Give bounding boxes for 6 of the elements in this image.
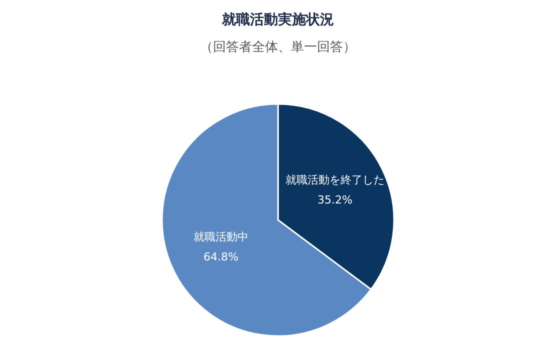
data-label: 64.8%	[203, 250, 238, 264]
chart-title: 就職活動実施状況	[221, 11, 334, 28]
data-label: 35.2%	[318, 193, 353, 206]
slice-label: 就職活動中	[193, 230, 248, 244]
slice-label: 就職活動を終了した	[286, 173, 385, 186]
chart-subtitle: （回答者全体、単一回答）	[200, 40, 356, 55]
